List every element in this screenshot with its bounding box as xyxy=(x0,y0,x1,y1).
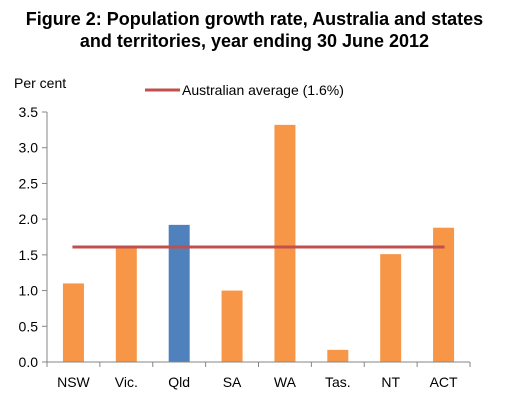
y-tick-label: 1.5 xyxy=(19,247,39,263)
x-tick-label: Tas. xyxy=(325,374,351,390)
bar-tas xyxy=(327,349,349,362)
x-tick-label: SA xyxy=(223,374,242,390)
x-tick-label: NT xyxy=(381,374,400,390)
bar-vic xyxy=(115,247,137,362)
y-tick-label: 3.0 xyxy=(19,140,39,156)
x-tick-label: ACT xyxy=(430,374,458,390)
legend-label-reference-line: Australian average (1.6%) xyxy=(182,82,344,98)
legend: Australian average (1.6%) xyxy=(145,82,344,98)
y-axis-label: Per cent xyxy=(14,75,66,91)
x-tick-label: Vic. xyxy=(115,374,138,390)
y-tick-label: 2.5 xyxy=(19,175,39,191)
chart-title-line-2: and territories, year ending 30 June 201… xyxy=(79,31,430,51)
y-tick-label: 0.0 xyxy=(19,354,39,370)
bar-wa xyxy=(274,124,296,362)
bar-nt xyxy=(380,254,402,362)
chart-title: Figure 2: Population growth rate, Austra… xyxy=(0,8,509,52)
y-tick-label: 0.5 xyxy=(19,318,39,334)
bar-nsw xyxy=(62,283,84,362)
bar-act xyxy=(433,227,455,362)
plot-area: 0.0 0.5 1.0 1.5 2.0 2.5 3.0 3.5 NSW Vic. Qld SA WA Ta… xyxy=(19,104,471,390)
x-tick-label: NSW xyxy=(57,374,90,390)
bar-sa xyxy=(221,290,243,362)
x-tick-label: WA xyxy=(274,374,297,390)
y-tick-label: 3.5 xyxy=(19,104,39,120)
chart-title-line-1: Figure 2: Population growth rate, Austra… xyxy=(25,9,484,29)
y-tick-label: 2.0 xyxy=(19,211,39,227)
x-tick-label: Qld xyxy=(168,374,190,390)
y-tick-label: 1.0 xyxy=(19,283,39,299)
bar-qld xyxy=(168,224,190,362)
